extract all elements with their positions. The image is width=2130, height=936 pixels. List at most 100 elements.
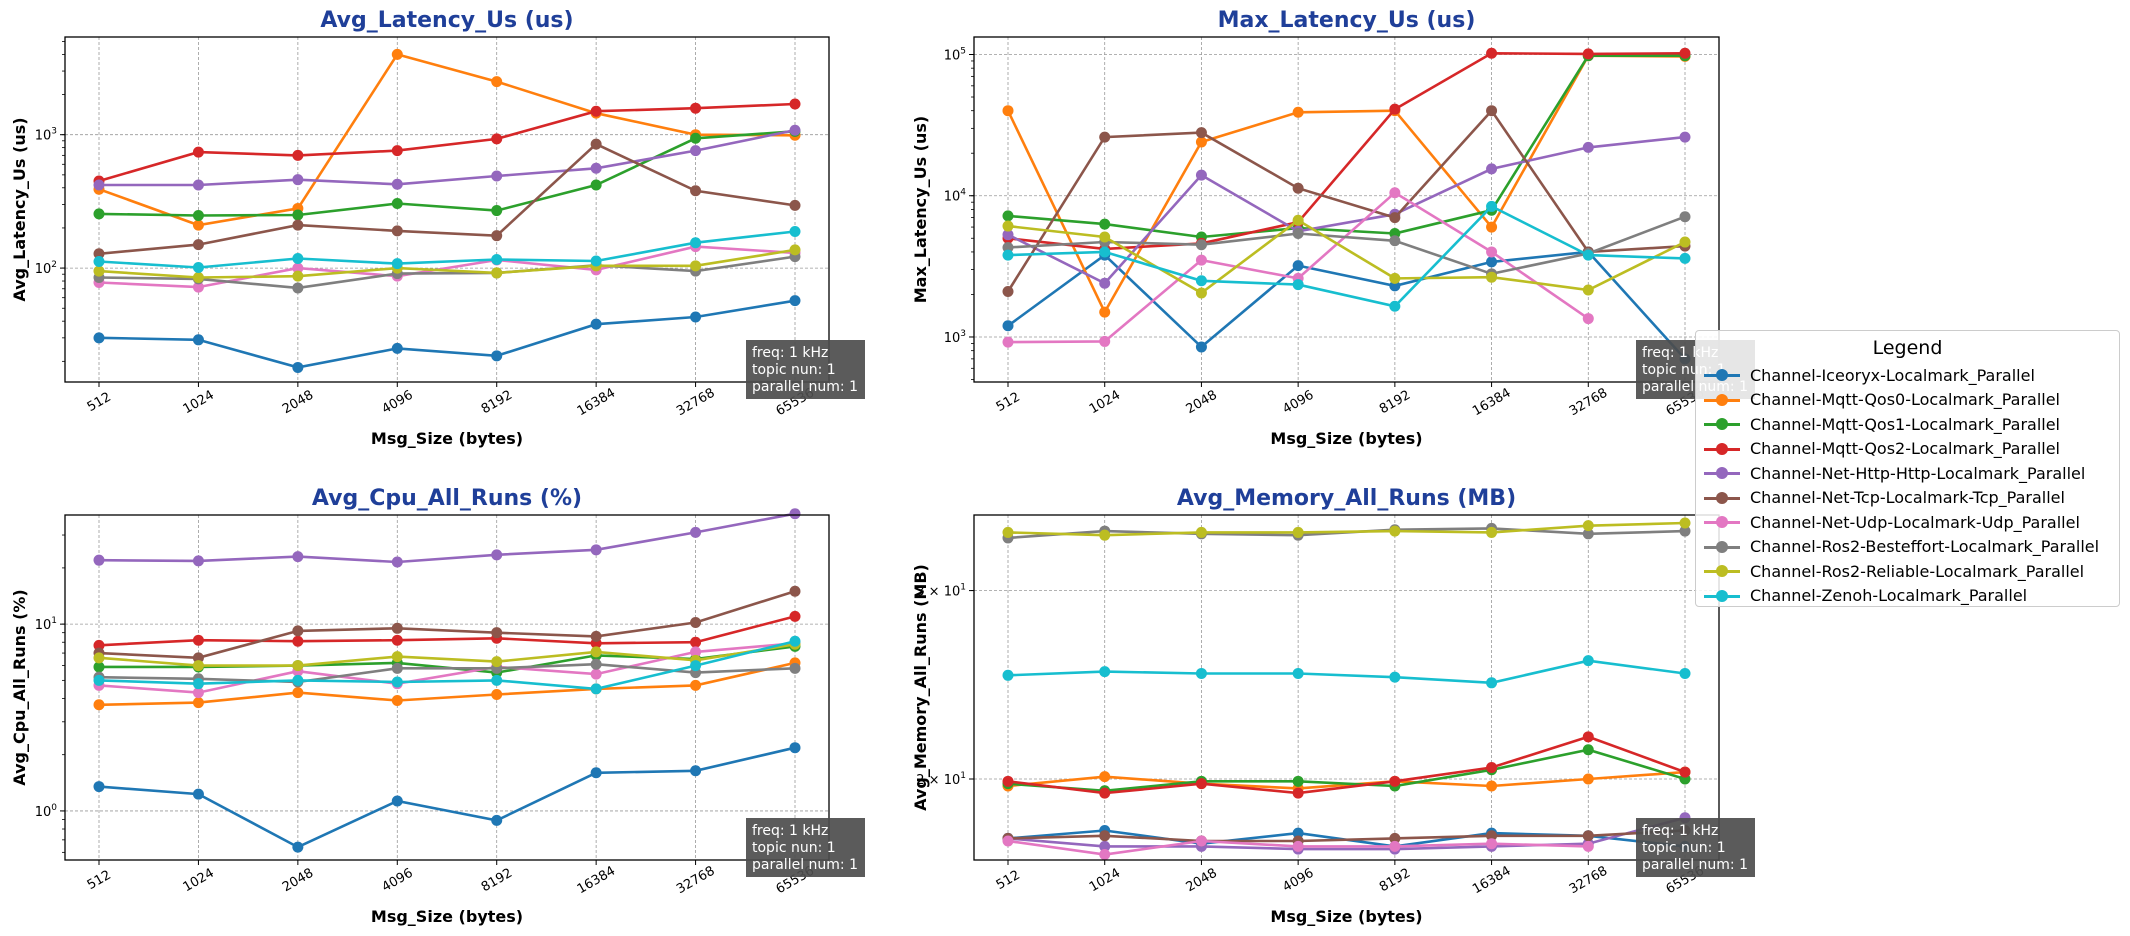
data-point bbox=[93, 179, 105, 191]
y-tick-label: 103 bbox=[944, 329, 966, 346]
data-point bbox=[1099, 666, 1111, 678]
legend-item: Channel-Mqtt-Qos0-Localmark_Parallel bbox=[1696, 388, 2119, 413]
y-tick-label: 101 bbox=[35, 616, 57, 633]
data-point bbox=[1389, 775, 1401, 787]
series-Channel-Iceoryx-Localmark_Parallel bbox=[93, 295, 801, 373]
x-tick-label: 4096 bbox=[1280, 866, 1316, 896]
data-point bbox=[192, 146, 204, 158]
x-axis-label: Msg_Size (bytes) bbox=[1270, 429, 1422, 448]
x-tick-label: 1024 bbox=[181, 388, 217, 418]
series-Channel-Mqtt-Qos2-Localmark_Parallel bbox=[1002, 731, 1691, 799]
annotation-text: freq: 1 kHz bbox=[752, 823, 828, 839]
data-point bbox=[1486, 200, 1498, 212]
series-line bbox=[1007, 204, 1686, 308]
data-point bbox=[690, 102, 702, 114]
data-point bbox=[1389, 840, 1401, 852]
data-point bbox=[690, 617, 702, 629]
series-line bbox=[98, 512, 796, 564]
chart-4: Avg_Memory_All_Runs (MB) 512 1024 2048 4096 8… bbox=[911, 486, 1755, 926]
series-line bbox=[1007, 521, 1686, 537]
data-point bbox=[590, 105, 602, 117]
data-point bbox=[1195, 778, 1207, 790]
data-point bbox=[391, 225, 403, 237]
data-point bbox=[789, 662, 801, 674]
series-line bbox=[98, 589, 796, 660]
data-point bbox=[391, 795, 403, 807]
data-point bbox=[690, 260, 702, 272]
series-Channel-Zenoh-Localmark_Parallel bbox=[1002, 655, 1691, 689]
chart-1: Avg_Latency_Us (us) 512 1024 2048 4096 8192 16… bbox=[10, 8, 865, 448]
data-point bbox=[1389, 525, 1401, 537]
legend-label: Channel-Mqtt-Qos1-Localmark_Parallel bbox=[1750, 414, 2060, 434]
data-point bbox=[1389, 103, 1401, 115]
series-line bbox=[1007, 51, 1686, 251]
data-point bbox=[1292, 214, 1304, 226]
x-tick-label: 16384 bbox=[1470, 386, 1513, 420]
data-point bbox=[192, 219, 204, 231]
series-Channel-Mqtt-Qos2-Localmark_Parallel bbox=[93, 98, 801, 187]
data-point bbox=[590, 668, 602, 680]
data-point bbox=[192, 660, 204, 672]
data-point bbox=[491, 627, 503, 639]
x-axis-label: Msg_Size (bytes) bbox=[371, 429, 523, 448]
series-Channel-Net-Http-Http-Localmark_Parallel bbox=[93, 508, 801, 568]
data-point bbox=[292, 660, 304, 672]
legend-marker-icon bbox=[1704, 589, 1740, 602]
data-point bbox=[1292, 827, 1304, 839]
data-point bbox=[1292, 182, 1304, 194]
data-point bbox=[1679, 211, 1691, 223]
x-tick-label: 512 bbox=[85, 868, 114, 893]
data-point bbox=[1486, 762, 1498, 774]
data-point bbox=[1486, 780, 1498, 792]
series-line bbox=[1007, 215, 1686, 276]
data-point bbox=[690, 526, 702, 538]
data-point bbox=[1195, 341, 1207, 353]
legend-label: Channel-Zenoh-Localmark_Parallel bbox=[1750, 586, 2028, 606]
data-point bbox=[1292, 667, 1304, 679]
data-point bbox=[292, 253, 304, 265]
data-point bbox=[590, 767, 602, 779]
x-tick-label: 8192 bbox=[1377, 388, 1413, 418]
data-point bbox=[1195, 136, 1207, 148]
series-line bbox=[98, 230, 796, 269]
data-point bbox=[93, 248, 105, 260]
data-point bbox=[690, 185, 702, 197]
data-point bbox=[292, 174, 304, 186]
chart-3: Avg_Cpu_All_Runs (%) 512 1024 2048 4096 8192 1… bbox=[10, 486, 865, 926]
data-point bbox=[1292, 260, 1304, 272]
y-axis-label: Avg_Memory_All_Runs (MB) bbox=[911, 564, 930, 811]
data-point bbox=[491, 814, 503, 826]
legend-item: Channel-Net-Http-Http-Localmark_Parallel bbox=[1696, 461, 2119, 486]
data-point bbox=[1195, 239, 1207, 251]
data-point bbox=[491, 549, 503, 561]
series-Channel-Ros2-Reliable-Localmark_Parallel bbox=[1002, 517, 1691, 541]
x-tick-label: 2048 bbox=[1184, 388, 1220, 418]
data-point bbox=[1486, 47, 1498, 59]
data-point bbox=[590, 646, 602, 658]
data-point bbox=[1002, 320, 1014, 332]
series-line bbox=[98, 245, 796, 289]
data-point bbox=[1582, 141, 1594, 153]
data-point bbox=[590, 544, 602, 556]
data-point bbox=[93, 639, 105, 651]
axes-frame bbox=[64, 36, 830, 383]
x-tick-label: 1024 bbox=[181, 866, 217, 896]
data-point bbox=[1099, 246, 1111, 258]
series-Channel-Net-Tcp-Localmark-Tcp_Parallel bbox=[93, 138, 801, 260]
series-line bbox=[98, 142, 796, 256]
axes-frame bbox=[973, 36, 1720, 383]
data-point bbox=[1002, 835, 1014, 847]
data-point bbox=[1195, 287, 1207, 299]
series-line bbox=[1007, 54, 1685, 239]
data-point bbox=[93, 781, 105, 793]
data-point bbox=[1486, 246, 1498, 258]
legend-marker-icon bbox=[1704, 393, 1740, 406]
data-point bbox=[690, 679, 702, 691]
data-point bbox=[93, 652, 105, 664]
data-point bbox=[292, 219, 304, 231]
data-point bbox=[292, 282, 304, 294]
data-point bbox=[192, 179, 204, 191]
series-line bbox=[98, 299, 796, 369]
data-point bbox=[1099, 849, 1111, 861]
series-line bbox=[98, 102, 796, 183]
